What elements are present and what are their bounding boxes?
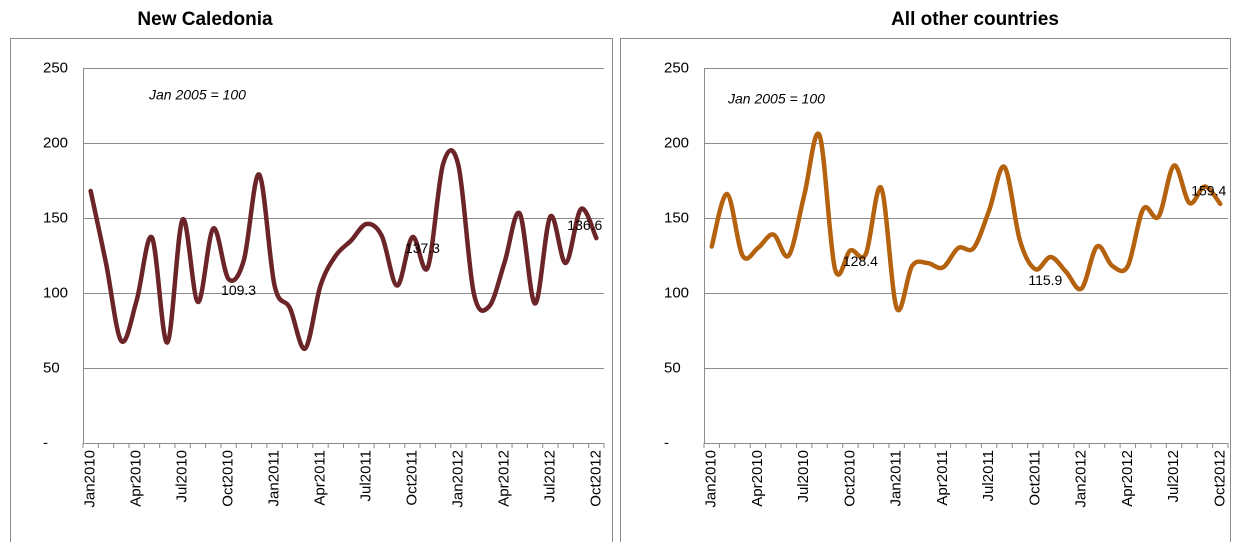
x-tick-label: Oct2011 [1026, 450, 1043, 506]
chart-title: New Caledonia [137, 9, 273, 30]
x-tick-label: Jan2011 [266, 450, 283, 506]
x-tick-label: Jan2010 [703, 450, 720, 508]
x-tick-label: Oct2012 [1211, 450, 1228, 507]
y-tick-label: - [43, 434, 48, 451]
data-label: 115.9 [1028, 272, 1062, 288]
x-tick-label: Oct2011 [403, 450, 420, 506]
data-label: 136.6 [567, 217, 602, 233]
x-tick-label: Apr2012 [495, 450, 512, 507]
data-label: 109.3 [221, 282, 256, 298]
x-tick-label: Jul2010 [795, 450, 812, 503]
data-label: 137.3 [405, 240, 440, 256]
x-tick-label: Jan2012 [449, 450, 466, 508]
x-tick-label: Jul2012 [541, 450, 558, 503]
y-tick-label: 150 [664, 209, 689, 226]
x-tick-label: Oct2010 [841, 450, 858, 507]
x-tick-label: Apr2012 [1119, 450, 1136, 507]
x-tick-label: Apr2011 [311, 450, 328, 506]
chart-title: All other countries [891, 9, 1059, 30]
data-line [709, 131, 1223, 313]
y-tick-label: 100 [664, 284, 689, 301]
y-tick-label: 200 [664, 134, 689, 151]
x-tick-label: Apr2010 [128, 450, 145, 507]
x-tick-label: Jul2011 [357, 450, 374, 501]
panel-frame [620, 38, 1231, 542]
y-tick-label: - [664, 434, 669, 451]
x-tick-label: Apr2010 [749, 450, 766, 507]
y-tick-label: 250 [664, 59, 689, 76]
x-tick-label: Jan2010 [82, 450, 99, 508]
x-tick-label: Apr2011 [934, 450, 951, 506]
x-tick-label: Oct2010 [220, 450, 237, 507]
data-label: 159.4 [1191, 183, 1226, 199]
y-tick-label: 50 [664, 359, 681, 376]
x-tick-label: Jul2010 [174, 450, 191, 503]
data-label: 128.4 [843, 253, 878, 269]
x-tick-label: Jul2011 [980, 450, 997, 501]
x-tick-label: Jan2012 [1073, 450, 1090, 508]
y-tick-label: 100 [43, 284, 68, 301]
y-tick-label: 200 [43, 134, 68, 151]
x-tick-label: Jul2012 [1165, 450, 1182, 503]
y-tick-label: 250 [43, 59, 68, 76]
x-tick-label: Jan2011 [888, 450, 905, 506]
y-tick-label: 150 [43, 209, 68, 226]
subtitle: Jan 2005 = 100 [727, 91, 825, 107]
y-tick-label: 50 [43, 359, 60, 376]
subtitle: Jan 2005 = 100 [148, 87, 246, 103]
x-tick-label: Oct2012 [587, 450, 604, 507]
panel-frame [10, 38, 613, 542]
data-line [88, 148, 599, 351]
